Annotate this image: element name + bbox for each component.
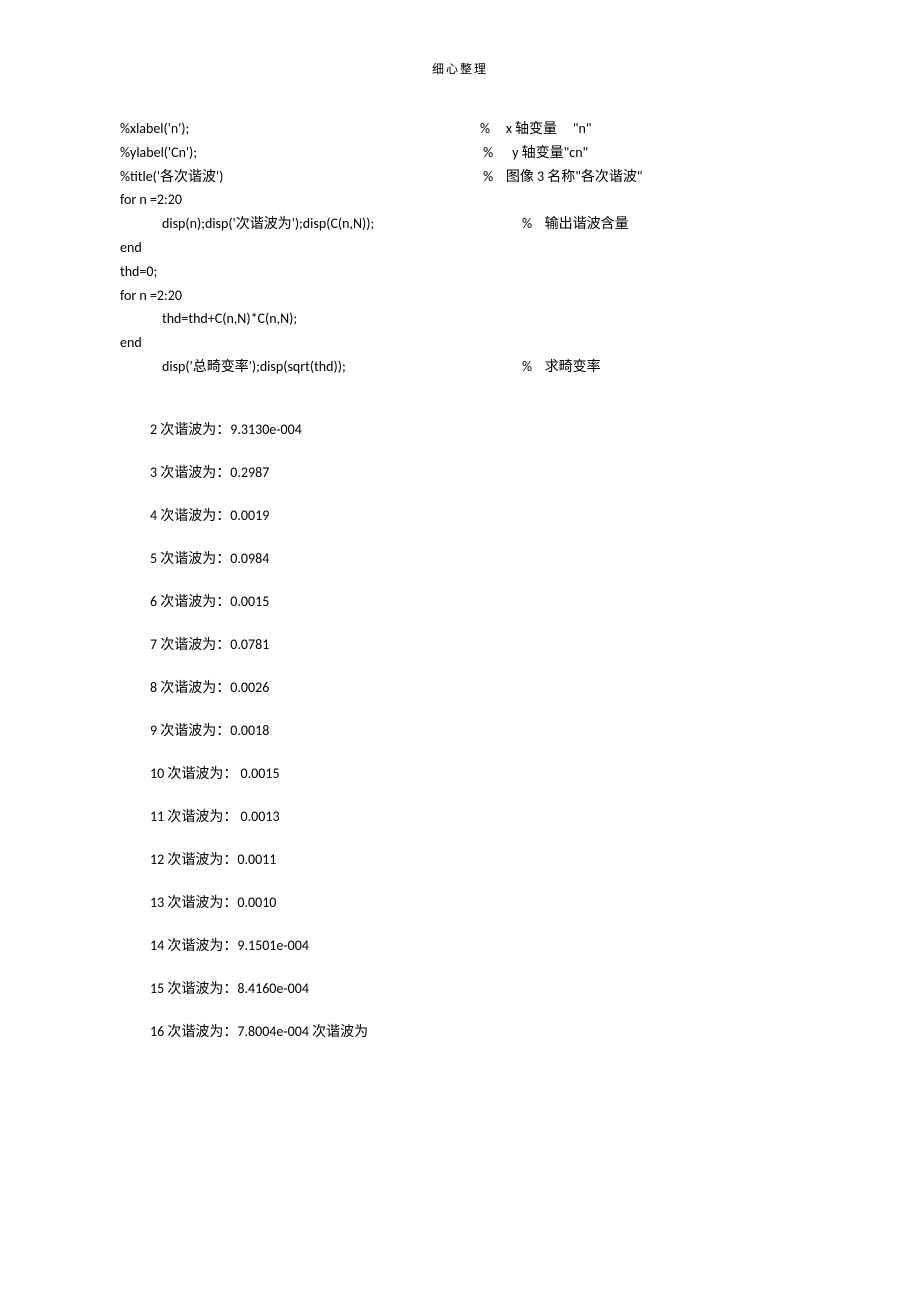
harmonic-order: 16 (150, 1023, 164, 1040)
code-line: end (120, 236, 800, 260)
harmonic-result-line: 5 次谐波为：0.0984 (150, 548, 800, 569)
code-line: disp(n);disp('次谐波为');disp(C(n,N));% 输出谐波… (120, 212, 800, 236)
harmonic-label: 次谐波为： (160, 593, 230, 610)
code-line: disp('总畸变率');disp(sqrt(thd));% 求畸变率 (120, 355, 800, 379)
header-note: 细心整理 (120, 60, 800, 77)
harmonic-value: 0.0011 (237, 851, 276, 868)
code-block: %xlabel('n');% x 轴变量 "n"%ylabel('Cn'); %… (120, 117, 800, 379)
harmonic-result-line: 16 次谐波为：7.8004e-004 次谐波为 (150, 1021, 800, 1042)
harmonic-value: 0.2987 (230, 464, 269, 481)
code-comment: % y 轴变量"cn" (480, 141, 588, 165)
harmonic-result-line: 12 次谐波为：0.0011 (150, 849, 800, 870)
harmonic-result-line: 8 次谐波为：0.0026 (150, 677, 800, 698)
harmonic-label: 次谐波为： (160, 636, 230, 653)
code-comment: % 图像 3 名称"各次谐波" (480, 165, 642, 189)
harmonic-label: 次谐波为： (160, 722, 230, 739)
harmonic-result-line: 11 次谐波为： 0.0013 (150, 806, 800, 827)
harmonic-label: 次谐波为： (167, 894, 237, 911)
harmonic-order: 13 (150, 894, 164, 911)
harmonic-order: 11 (150, 808, 164, 825)
harmonic-result-line: 15 次谐波为：8.4160e-004 (150, 978, 800, 999)
harmonic-order: 10 (150, 765, 164, 782)
harmonic-label: 次谐波为： (160, 507, 230, 524)
code-left: thd=thd+C(n,N)*C(n,N); (120, 307, 522, 331)
harmonic-value: 9.3130e-004 (230, 421, 302, 438)
code-left: %ylabel('Cn'); (120, 141, 480, 165)
harmonic-value: 0.0026 (230, 679, 269, 696)
code-left: disp('总畸变率');disp(sqrt(thd)); (120, 355, 522, 379)
harmonic-order: 7 (150, 636, 157, 653)
code-left: for n =2:20 (120, 188, 480, 212)
harmonic-value: 9.1501e-004 (237, 937, 309, 954)
harmonic-order: 5 (150, 550, 157, 567)
harmonic-value: 7.8004e-004 次谐波为 (237, 1023, 368, 1040)
harmonic-order: 2 (150, 421, 157, 438)
harmonic-value: 8.4160e-004 (237, 980, 309, 997)
code-comment: % 输出谐波含量 (522, 212, 629, 236)
harmonic-result-line: 6 次谐波为：0.0015 (150, 591, 800, 612)
harmonic-label: 次谐波为： (160, 679, 230, 696)
harmonic-value: 0.0781 (230, 636, 269, 653)
harmonic-result-line: 7 次谐波为：0.0781 (150, 634, 800, 655)
harmonic-label: 次谐波为： (160, 464, 230, 481)
code-line: thd=thd+C(n,N)*C(n,N); (120, 307, 800, 331)
harmonic-result-line: 13 次谐波为：0.0010 (150, 892, 800, 913)
harmonic-result-line: 10 次谐波为： 0.0015 (150, 763, 800, 784)
harmonic-label: 次谐波为： (167, 808, 237, 825)
code-line: %xlabel('n');% x 轴变量 "n" (120, 117, 800, 141)
code-left: end (120, 331, 480, 355)
code-left: disp(n);disp('次谐波为');disp(C(n,N)); (120, 212, 522, 236)
harmonic-label: 次谐波为： (160, 550, 230, 567)
harmonic-value: 0.0019 (230, 507, 269, 524)
harmonic-result-line: 3 次谐波为：0.2987 (150, 462, 800, 483)
harmonic-order: 14 (150, 937, 164, 954)
harmonic-value: 0.0010 (237, 894, 276, 911)
harmonic-order: 12 (150, 851, 164, 868)
code-left: thd=0; (120, 260, 480, 284)
code-left: for n =2:20 (120, 284, 480, 308)
harmonic-label: 次谐波为： (167, 851, 237, 868)
harmonic-value: 0.0018 (230, 722, 269, 739)
harmonic-label: 次谐波为： (167, 1023, 237, 1040)
code-line: %title('各次谐波') % 图像 3 名称"各次谐波" (120, 165, 800, 189)
harmonic-value: 0.0015 (230, 593, 269, 610)
harmonic-result-line: 2 次谐波为：9.3130e-004 (150, 419, 800, 440)
code-line: for n =2:20 (120, 284, 800, 308)
harmonic-order: 15 (150, 980, 164, 997)
harmonic-value: 0.0013 (237, 808, 279, 825)
harmonic-value: 0.0015 (237, 765, 279, 782)
code-line: thd=0; (120, 260, 800, 284)
harmonic-order: 6 (150, 593, 157, 610)
harmonic-result-line: 9 次谐波为：0.0018 (150, 720, 800, 741)
harmonic-label: 次谐波为： (167, 980, 237, 997)
harmonic-label: 次谐波为： (167, 765, 237, 782)
document-page: 细心整理 %xlabel('n');% x 轴变量 "n"%ylabel('Cn… (0, 0, 920, 1144)
harmonic-value: 0.0984 (230, 550, 269, 567)
code-left: %xlabel('n'); (120, 117, 480, 141)
code-line: end (120, 331, 800, 355)
results-block: 2 次谐波为：9.3130e-0043 次谐波为：0.29874 次谐波为：0.… (120, 419, 800, 1042)
code-comment: % 求畸变率 (522, 355, 601, 379)
harmonic-result-line: 4 次谐波为：0.0019 (150, 505, 800, 526)
code-line: for n =2:20 (120, 188, 800, 212)
code-left: %title('各次谐波') (120, 165, 480, 189)
harmonic-order: 3 (150, 464, 157, 481)
code-comment: % x 轴变量 "n" (480, 117, 591, 141)
harmonic-label: 次谐波为： (167, 937, 237, 954)
harmonic-label: 次谐波为： (160, 421, 230, 438)
harmonic-order: 9 (150, 722, 157, 739)
harmonic-order: 4 (150, 507, 157, 524)
harmonic-result-line: 14 次谐波为：9.1501e-004 (150, 935, 800, 956)
code-left: end (120, 236, 480, 260)
harmonic-order: 8 (150, 679, 157, 696)
code-line: %ylabel('Cn'); % y 轴变量"cn" (120, 141, 800, 165)
